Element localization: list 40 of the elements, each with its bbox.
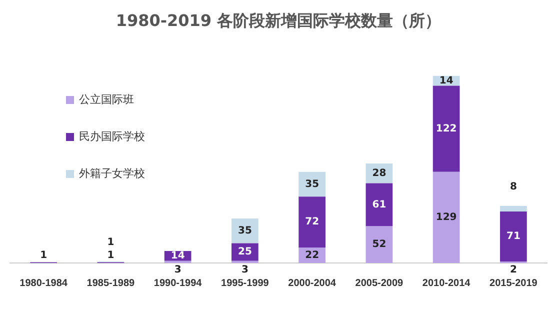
bar: [500, 211, 527, 262]
data-label: 1: [40, 250, 48, 261]
data-label: 122: [436, 123, 457, 134]
data-label: 35: [305, 178, 320, 190]
bar: [298, 172, 326, 197]
x-tick-label: 1995-1999: [221, 278, 270, 289]
data-label: 61: [372, 199, 386, 210]
legend-label: 民办国际学校: [79, 129, 145, 144]
data-label: 14: [170, 250, 185, 262]
bar: [298, 196, 326, 248]
data-label: 2: [510, 264, 517, 276]
bar: [432, 172, 460, 263]
chart-title: 1980-2019 各阶段新增国际学校数量（所）: [116, 10, 442, 30]
data-label: 8: [510, 181, 517, 192]
bar: [366, 226, 393, 263]
x-tick-label: 1990-1994: [154, 278, 202, 289]
x-tick-label: 2010-2014: [422, 278, 471, 289]
data-label: 72: [305, 216, 320, 228]
data-label: 3: [241, 264, 248, 276]
data-label: 35: [238, 225, 252, 236]
x-tick-label: 2005-2009: [355, 278, 404, 289]
x-tick-label: 1980-1984: [20, 278, 68, 289]
data-label: 3: [174, 264, 182, 276]
x-tick-label: 2000-2004: [288, 278, 336, 289]
x-tick-label: 2015-2019: [490, 278, 538, 289]
data-label: 71: [506, 231, 520, 242]
data-label: 129: [436, 212, 457, 224]
legend-label: 外籍子女学校: [79, 166, 145, 181]
data-label: 28: [372, 168, 386, 179]
data-label: 52: [372, 239, 386, 250]
data-label: 25: [238, 246, 252, 258]
x-tick-label: 1985-1989: [86, 278, 136, 289]
data-label: 14: [439, 75, 454, 86]
data-label: 1: [107, 237, 114, 248]
data-label: 1: [107, 250, 114, 261]
bar: [432, 86, 460, 172]
bar: [500, 206, 527, 212]
data-label: 22: [305, 250, 320, 261]
legend-label: 公立国际班: [79, 92, 134, 107]
bar: [366, 183, 393, 226]
